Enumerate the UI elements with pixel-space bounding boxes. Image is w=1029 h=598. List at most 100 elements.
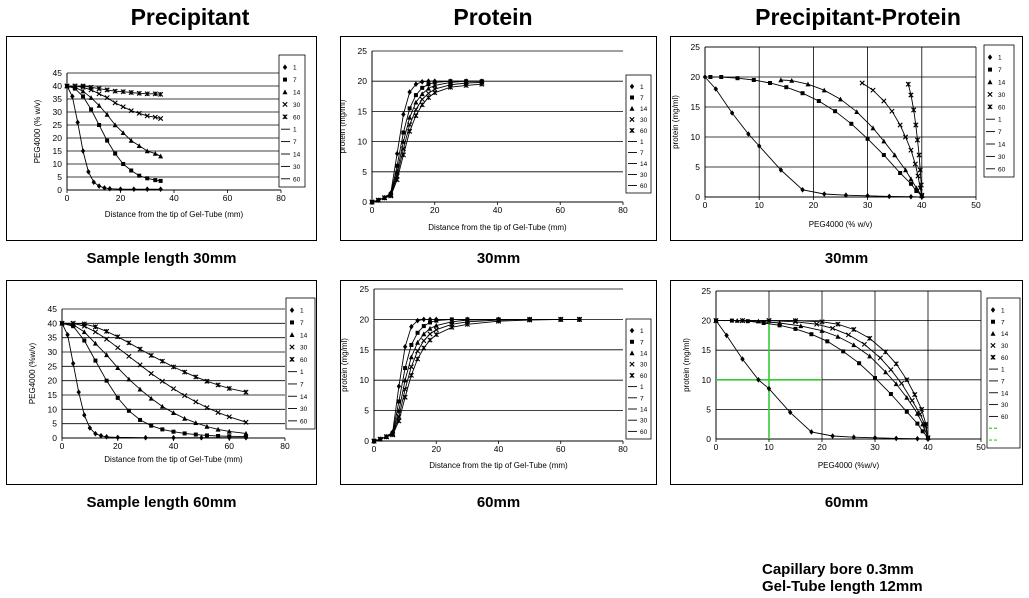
- data-point: [216, 433, 221, 438]
- data-point: [158, 153, 164, 159]
- data-point: [819, 319, 825, 325]
- data-point: [576, 316, 583, 322]
- data-point: [867, 353, 873, 359]
- y-tick-label: 30: [53, 107, 63, 117]
- data-point: [849, 121, 854, 126]
- legend-label: 60: [293, 114, 301, 121]
- data-point: [990, 342, 996, 349]
- caption-pp-60mm: 60mm: [824, 494, 869, 511]
- data-point: [375, 197, 381, 203]
- gridlines: [705, 46, 977, 197]
- data-point: [128, 108, 134, 114]
- data-point: [708, 75, 713, 79]
- data-point: [407, 89, 412, 95]
- y-axis-label: protein (mg/ml): [341, 338, 349, 392]
- x-tick-label: 60: [556, 444, 566, 454]
- data-point: [126, 408, 131, 413]
- data-point: [120, 104, 126, 110]
- data-point: [149, 423, 154, 428]
- legend-label: 7: [998, 129, 1002, 136]
- data-point: [104, 87, 110, 93]
- data-point: [919, 192, 925, 198]
- data-point: [152, 151, 158, 156]
- data-point: [854, 109, 860, 114]
- y-tick-label: 20: [48, 376, 58, 386]
- data-point: [893, 361, 899, 367]
- data-point: [408, 354, 414, 360]
- y-tick-label: 45: [53, 68, 63, 78]
- legend-label: 14: [640, 106, 648, 113]
- data-point: [126, 376, 132, 382]
- data-point: [713, 318, 719, 324]
- data-point: [903, 167, 909, 173]
- data-point: [898, 171, 903, 175]
- legend-label: 30: [293, 164, 301, 171]
- data-point: [425, 85, 431, 91]
- data-point: [912, 161, 918, 167]
- data-point: [402, 394, 408, 400]
- data-point: [912, 392, 918, 398]
- data-point: [136, 90, 142, 96]
- x-tick-label: 60: [556, 205, 566, 215]
- data-point: [800, 91, 805, 96]
- data-point: [283, 77, 287, 82]
- series-14: [64, 83, 164, 159]
- data-point: [193, 374, 199, 380]
- legend-label: 60: [998, 104, 1006, 111]
- legend-label: 7: [1001, 319, 1005, 326]
- legend-label: 1: [300, 308, 304, 315]
- data-point: [408, 372, 414, 378]
- data-point: [894, 435, 899, 442]
- data-point: [88, 95, 94, 100]
- legend-label: 7: [640, 395, 644, 402]
- data-point: [904, 409, 909, 414]
- data-point: [407, 106, 412, 111]
- data-point: [59, 320, 65, 326]
- data-point: [394, 169, 400, 174]
- data-point: [629, 83, 635, 90]
- data-point: [215, 426, 221, 432]
- data-point: [104, 112, 110, 117]
- data-point: [905, 81, 911, 87]
- data-point: [227, 434, 232, 439]
- y-tick-label: 40: [48, 318, 58, 328]
- legend-label: 30: [640, 172, 648, 179]
- data-point: [833, 109, 838, 114]
- legend-label: 30: [640, 117, 648, 124]
- data-point: [226, 428, 232, 434]
- data-point: [396, 418, 402, 424]
- legend-label: 7: [1001, 378, 1005, 385]
- data-point: [434, 318, 439, 323]
- y-axis-label: protein (mg/ml): [682, 338, 691, 392]
- x-tick-label: 20: [817, 442, 827, 452]
- data-point: [463, 82, 469, 89]
- legend-label: 1: [640, 84, 644, 91]
- data-point: [182, 431, 187, 436]
- series-60: [59, 320, 249, 395]
- data-point: [877, 355, 883, 361]
- data-point: [182, 392, 188, 399]
- data-point: [182, 415, 188, 421]
- series-line: [371, 83, 482, 203]
- data-point: [751, 78, 756, 82]
- x-tick-label: 60: [225, 441, 235, 451]
- legend-label: 14: [300, 332, 308, 339]
- legend-label: 1: [640, 384, 644, 391]
- y-tick-label: 35: [53, 94, 63, 104]
- data-point: [789, 78, 795, 83]
- y-tick-label: 5: [362, 167, 367, 177]
- series-line: [66, 85, 161, 182]
- y-axis-label: protein (mg/ml): [671, 95, 680, 149]
- y-tick-label: 10: [48, 404, 58, 414]
- data-point: [282, 101, 288, 107]
- data-point: [87, 425, 93, 431]
- data-point: [115, 434, 120, 441]
- data-point: [396, 383, 402, 390]
- data-point: [990, 354, 996, 360]
- data-point: [171, 434, 176, 441]
- data-point: [243, 419, 249, 425]
- series-line: [371, 81, 482, 203]
- legend-box: [278, 54, 306, 188]
- data-point: [916, 152, 922, 158]
- data-point: [870, 125, 876, 131]
